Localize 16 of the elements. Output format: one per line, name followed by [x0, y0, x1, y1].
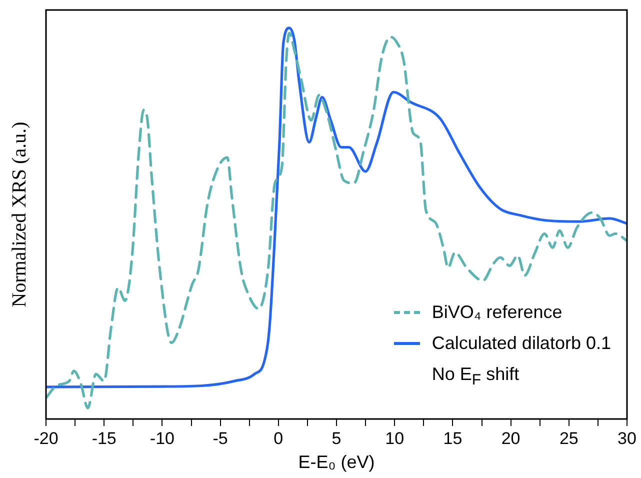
x-tick-label: 30 [618, 428, 636, 448]
x-axis-title: E-E₀ (eV) [298, 452, 375, 472]
x-tick-label: -20 [34, 428, 58, 448]
x-tick-label: 0 [274, 428, 284, 448]
x-tick-label: 20 [501, 428, 520, 448]
x-tick-label: 25 [559, 428, 578, 448]
y-axis-title: Normalized XRS (a.u.) [8, 122, 30, 308]
x-tick-label: 15 [443, 428, 462, 448]
x-tick-label: -10 [150, 428, 174, 448]
legend-label: Calculated dilatorb 0.1 [432, 332, 611, 356]
x-tick-label: 10 [385, 428, 404, 448]
x-tick-label: -5 [212, 428, 228, 448]
x-tick-label: -15 [92, 428, 116, 448]
annotation: No E$_{F}$ shift [430, 363, 520, 391]
x-tick-label: 5 [332, 428, 342, 448]
legend-label: BiVO₄ reference [432, 301, 562, 324]
